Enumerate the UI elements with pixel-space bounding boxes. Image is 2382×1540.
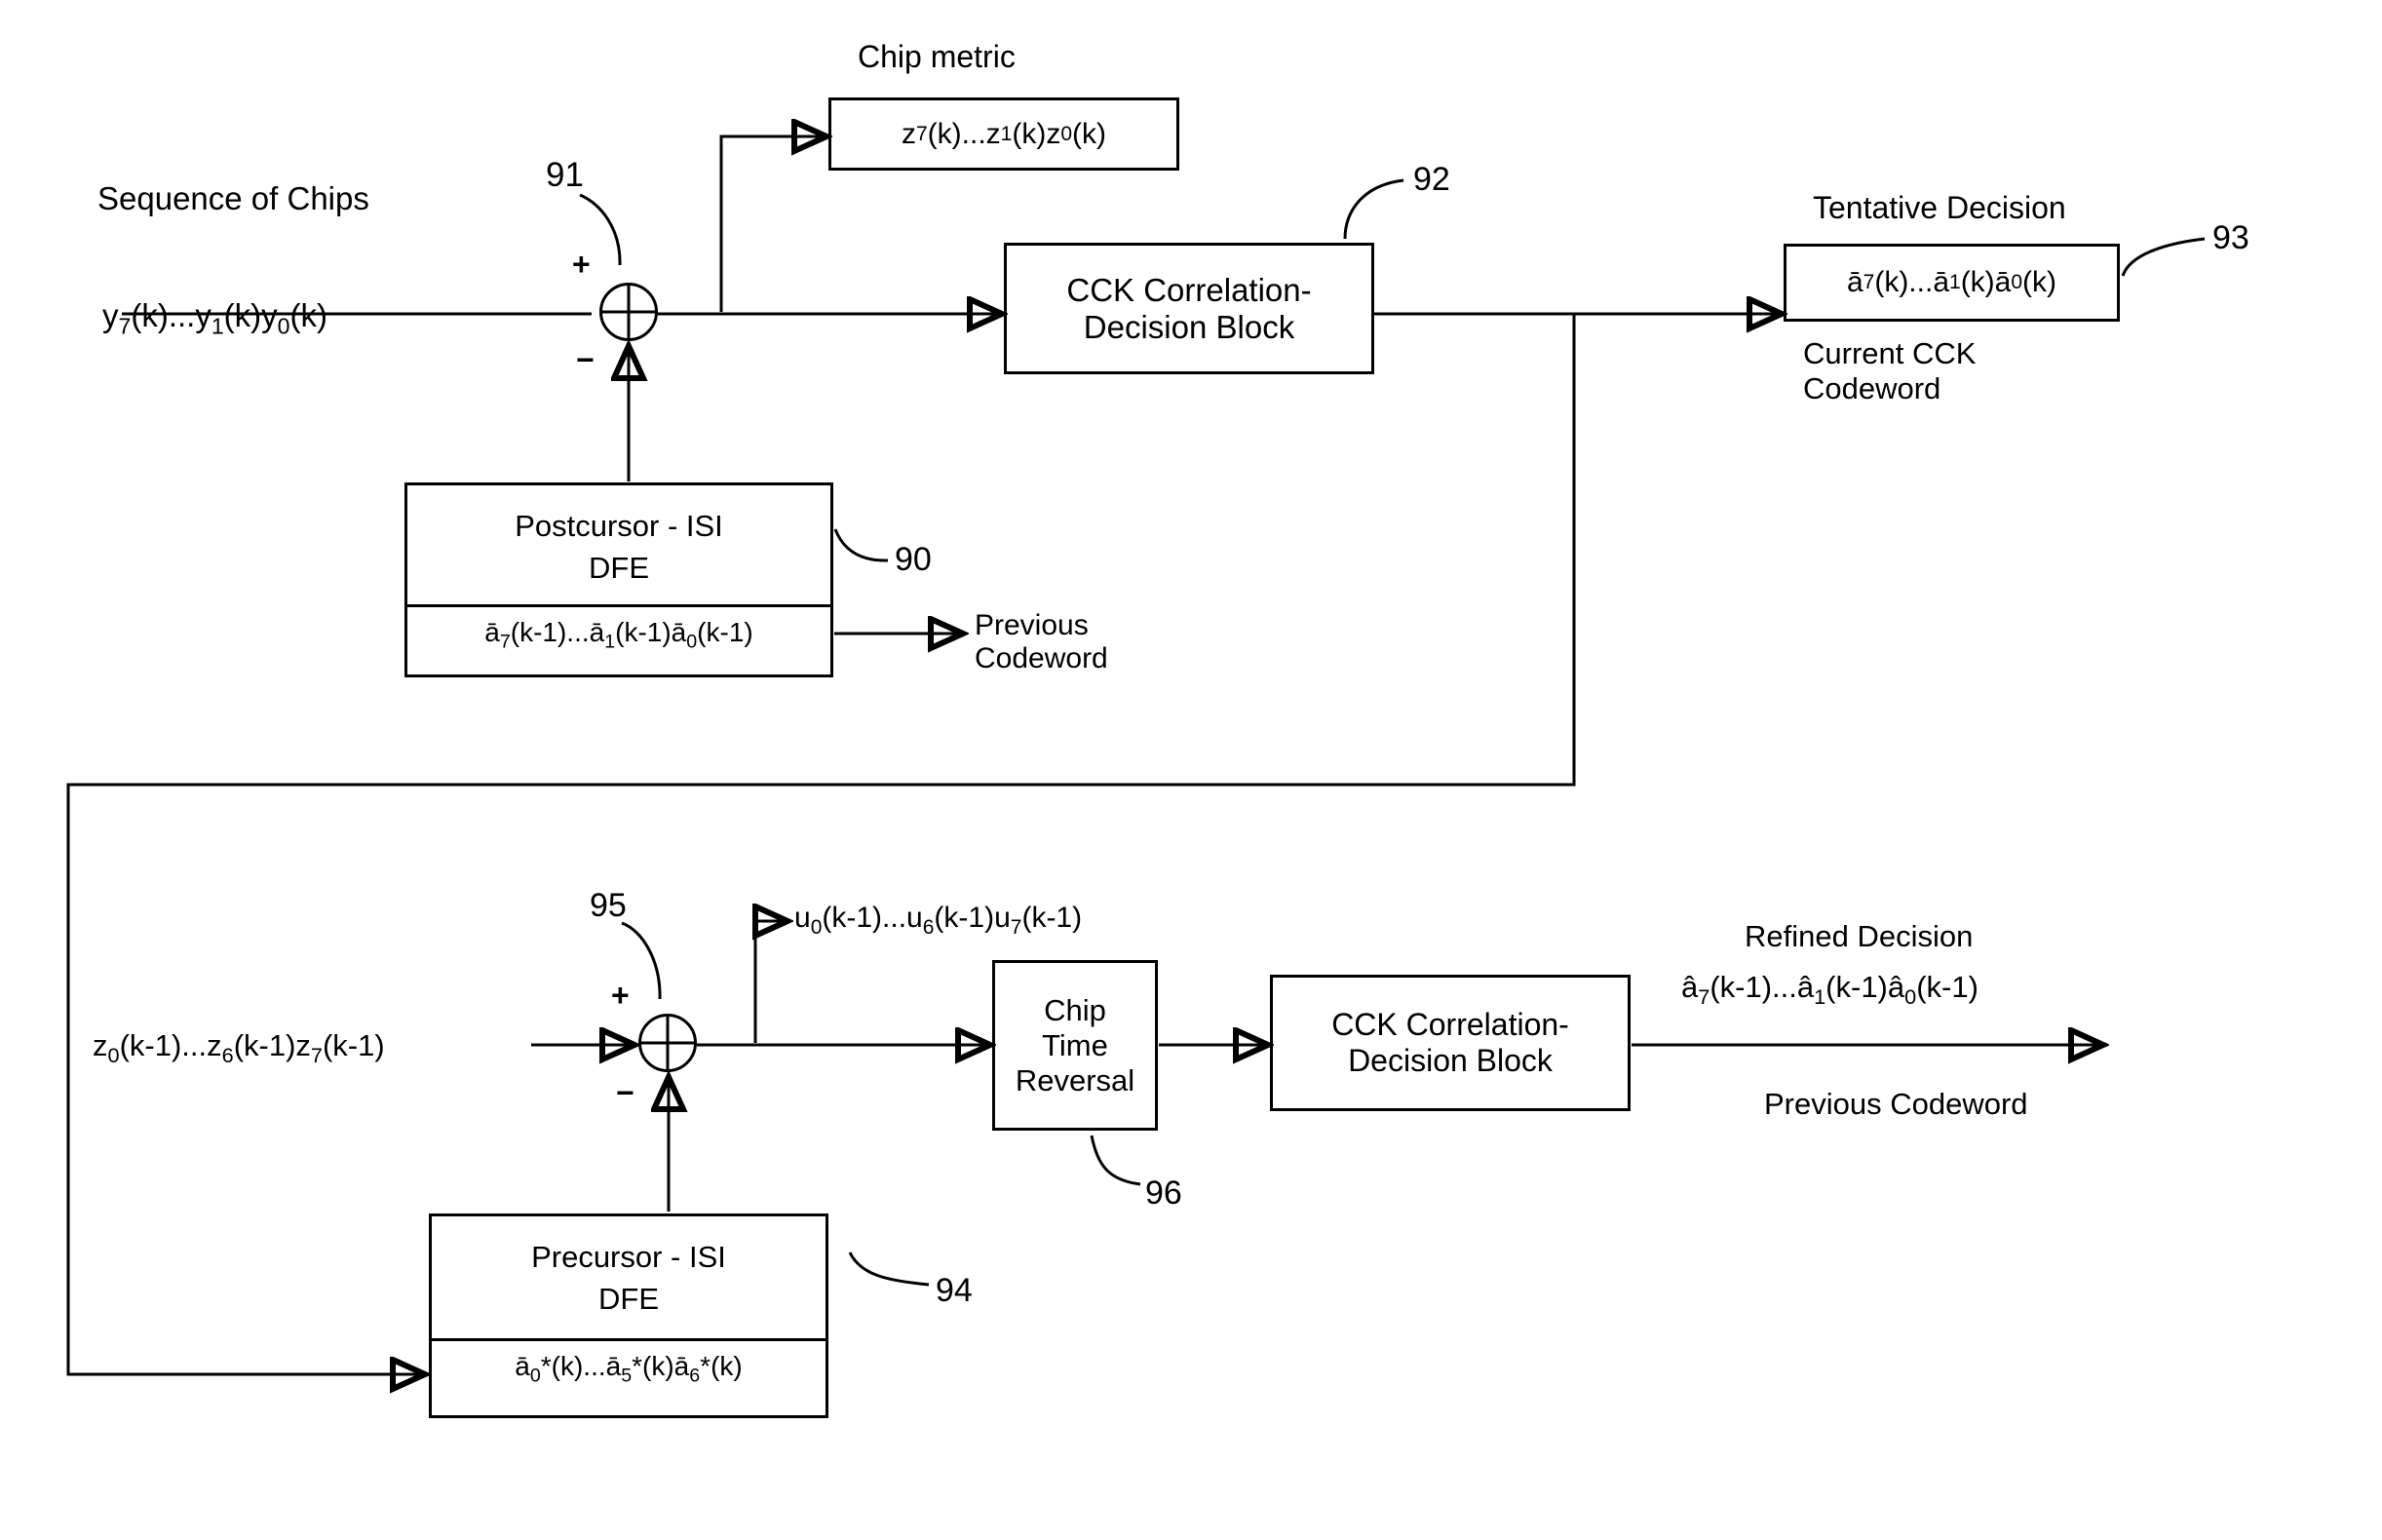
cck-block-2: CCK Correlation-Decision Block: [1270, 975, 1631, 1111]
plus-sign-2: +: [611, 978, 630, 1014]
input-bottom-label: z0(k-1)...z6(k-1)z7(k-1): [93, 1028, 385, 1068]
ref-91: 91: [546, 156, 584, 195]
current-cck-label: Current CCKCodeword: [1803, 336, 2047, 406]
ref-94: 94: [936, 1272, 973, 1310]
summer-1: [599, 283, 658, 341]
cck-block-1: CCK Correlation-Decision Block: [1004, 243, 1374, 374]
chip-metric-label: Chip metric: [858, 39, 1016, 75]
z-metric-box: z7(k)...z1(k)z0(k): [828, 97, 1179, 171]
plus-sign-1: +: [572, 247, 591, 283]
ref-90: 90: [895, 541, 932, 579]
ref-95: 95: [590, 887, 627, 925]
refined-label: Refined Decision: [1745, 919, 1973, 954]
input-top-label: y7(k)...y1(k)y0(k): [102, 297, 327, 340]
minus-sign-2: −: [616, 1075, 634, 1111]
ref-92: 92: [1413, 161, 1450, 199]
tentative-label: Tentative Decision: [1813, 190, 2066, 226]
minus-sign-1: −: [576, 342, 595, 378]
ref-96: 96: [1145, 1174, 1182, 1213]
u-metric-label: u0(k-1)...u6(k-1)u7(k-1): [794, 902, 1082, 940]
ref-93: 93: [2212, 219, 2249, 257]
decision-bottom-label: â7(k-1)...â1(k-1)â0(k-1): [1681, 970, 1979, 1010]
precursor-box: Precursor - ISIDFE ā0*(k)...ā5*(k)ā6*(k): [429, 1213, 828, 1418]
previous-codeword-label: PreviousCodeword: [975, 609, 1108, 675]
sequence-label: Sequence of Chips: [97, 180, 369, 217]
decision-top-box: ā7(k)...ā1(k)ā0(k): [1784, 244, 2120, 322]
summer-2: [638, 1014, 697, 1072]
chip-time-reversal-box: ChipTimeReversal: [992, 960, 1158, 1131]
connector-lines: [0, 0, 2382, 1540]
postcursor-box: Postcursor - ISIDFE ā7(k-1)...ā1(k-1)ā0(…: [404, 482, 833, 677]
previous-codeword-2-label: Previous Codeword: [1764, 1087, 2028, 1122]
